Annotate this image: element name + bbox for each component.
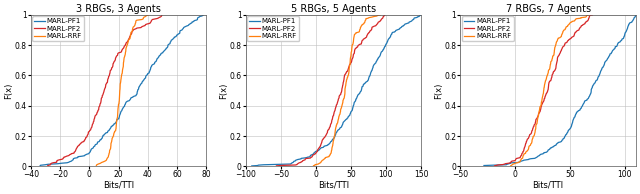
Legend: MARL-PF1, MARL-PF2, MARL-RRF: MARL-PF1, MARL-PF2, MARL-RRF [32,16,84,41]
Line: MARL-PF1: MARL-PF1 [484,16,636,165]
Line: MARL-PF2: MARL-PF2 [495,15,593,166]
MARL-PF1 [595,75,603,77]
MARL-RRF [507,165,515,167]
Y-axis label: F(x): F(x) [434,82,443,99]
MARL-RRF [554,39,561,42]
MARL-PF1 [556,141,564,143]
MARL-PF2 [548,76,556,78]
MARL-PF1 [36,164,44,166]
MARL-RRF [109,136,116,139]
MARL-PF1 [36,165,44,167]
Line: MARL-RRF: MARL-RRF [314,15,380,166]
MARL-PF1 [375,56,383,58]
MARL-RRF [329,141,337,144]
Title: 7 RBGs, 7 Agents: 7 RBGs, 7 Agents [506,4,591,14]
MARL-PF2 [586,16,593,18]
MARL-PF2 [491,165,499,167]
MARL-RRF [93,164,100,167]
Title: 5 RBGs, 5 Agents: 5 RBGs, 5 Agents [291,4,376,14]
MARL-RRF [129,27,137,29]
MARL-RRF [343,79,351,81]
Legend: MARL-PF1, MARL-PF2, MARL-RRF: MARL-PF1, MARL-PF2, MARL-RRF [247,16,299,41]
MARL-PF2 [273,165,280,167]
Line: MARL-PF2: MARL-PF2 [47,15,162,166]
Line: MARL-RRF: MARL-RRF [97,15,148,165]
Line: MARL-PF2: MARL-PF2 [276,15,385,166]
X-axis label: Bits/TTI: Bits/TTI [103,181,134,190]
MARL-PF1 [142,75,150,78]
MARL-PF1 [248,165,255,167]
MARL-PF2 [376,20,384,23]
MARL-PF2 [326,125,334,127]
Line: MARL-PF1: MARL-PF1 [252,15,420,166]
MARL-PF1 [349,105,357,107]
MARL-PF1 [417,14,424,16]
MARL-PF1 [144,72,152,75]
MARL-RRF [103,158,111,161]
MARL-RRF [310,165,317,167]
MARL-RRF [376,14,384,16]
MARL-PF1 [179,28,186,30]
Title: 3 RBGs, 3 Agents: 3 RBGs, 3 Agents [76,4,161,14]
Y-axis label: F(x): F(x) [4,82,13,99]
MARL-PF1 [200,14,207,16]
Line: MARL-RRF: MARL-RRF [511,15,589,166]
Y-axis label: F(x): F(x) [219,82,228,99]
MARL-PF2 [339,84,346,87]
MARL-RRF [345,72,353,74]
MARL-RRF [113,124,120,126]
MARL-PF2 [582,20,590,23]
MARL-PF2 [541,95,549,97]
MARL-RRF [349,39,357,42]
MARL-PF1 [626,22,634,24]
MARL-PF1 [632,15,639,17]
MARL-PF1 [142,75,150,77]
MARL-PF1 [490,164,497,166]
MARL-RRF [553,40,561,43]
MARL-PF2 [158,14,166,16]
MARL-PF2 [106,72,114,75]
MARL-RRF [145,14,152,16]
MARL-RRF [132,21,140,24]
MARL-PF2 [340,76,348,78]
MARL-PF2 [45,164,52,166]
MARL-PF1 [547,147,555,149]
MARL-RRF [586,14,593,16]
MARL-PF1 [588,87,595,90]
X-axis label: Bits/TTI: Bits/TTI [532,181,564,190]
MARL-RRF [528,141,536,144]
MARL-PF1 [170,37,177,40]
MARL-PF2 [44,165,51,167]
MARL-RRF [542,79,550,81]
X-axis label: Bits/TTI: Bits/TTI [318,181,349,190]
Line: MARL-PF1: MARL-PF1 [40,15,204,166]
MARL-RRF [349,40,357,43]
MARL-PF2 [335,95,343,97]
MARL-PF2 [131,28,139,30]
MARL-RRF [341,92,349,94]
MARL-PF1 [344,116,352,118]
MARL-RRF [545,72,552,74]
MARL-PF2 [589,14,596,16]
MARL-PF2 [105,75,113,78]
MARL-PF2 [530,125,538,127]
MARL-PF2 [125,37,133,40]
MARL-PF1 [480,164,488,167]
MARL-PF2 [545,84,552,87]
MARL-RRF [540,92,547,94]
Legend: MARL-PF1, MARL-PF2, MARL-RRF: MARL-PF1, MARL-PF2, MARL-RRF [462,16,514,41]
MARL-PF2 [381,14,388,16]
MARL-PF2 [105,75,113,77]
MARL-PF1 [317,147,325,149]
MARL-PF1 [367,70,375,72]
MARL-PF2 [380,16,387,18]
MARL-RRF [104,155,112,158]
MARL-PF1 [376,55,383,57]
